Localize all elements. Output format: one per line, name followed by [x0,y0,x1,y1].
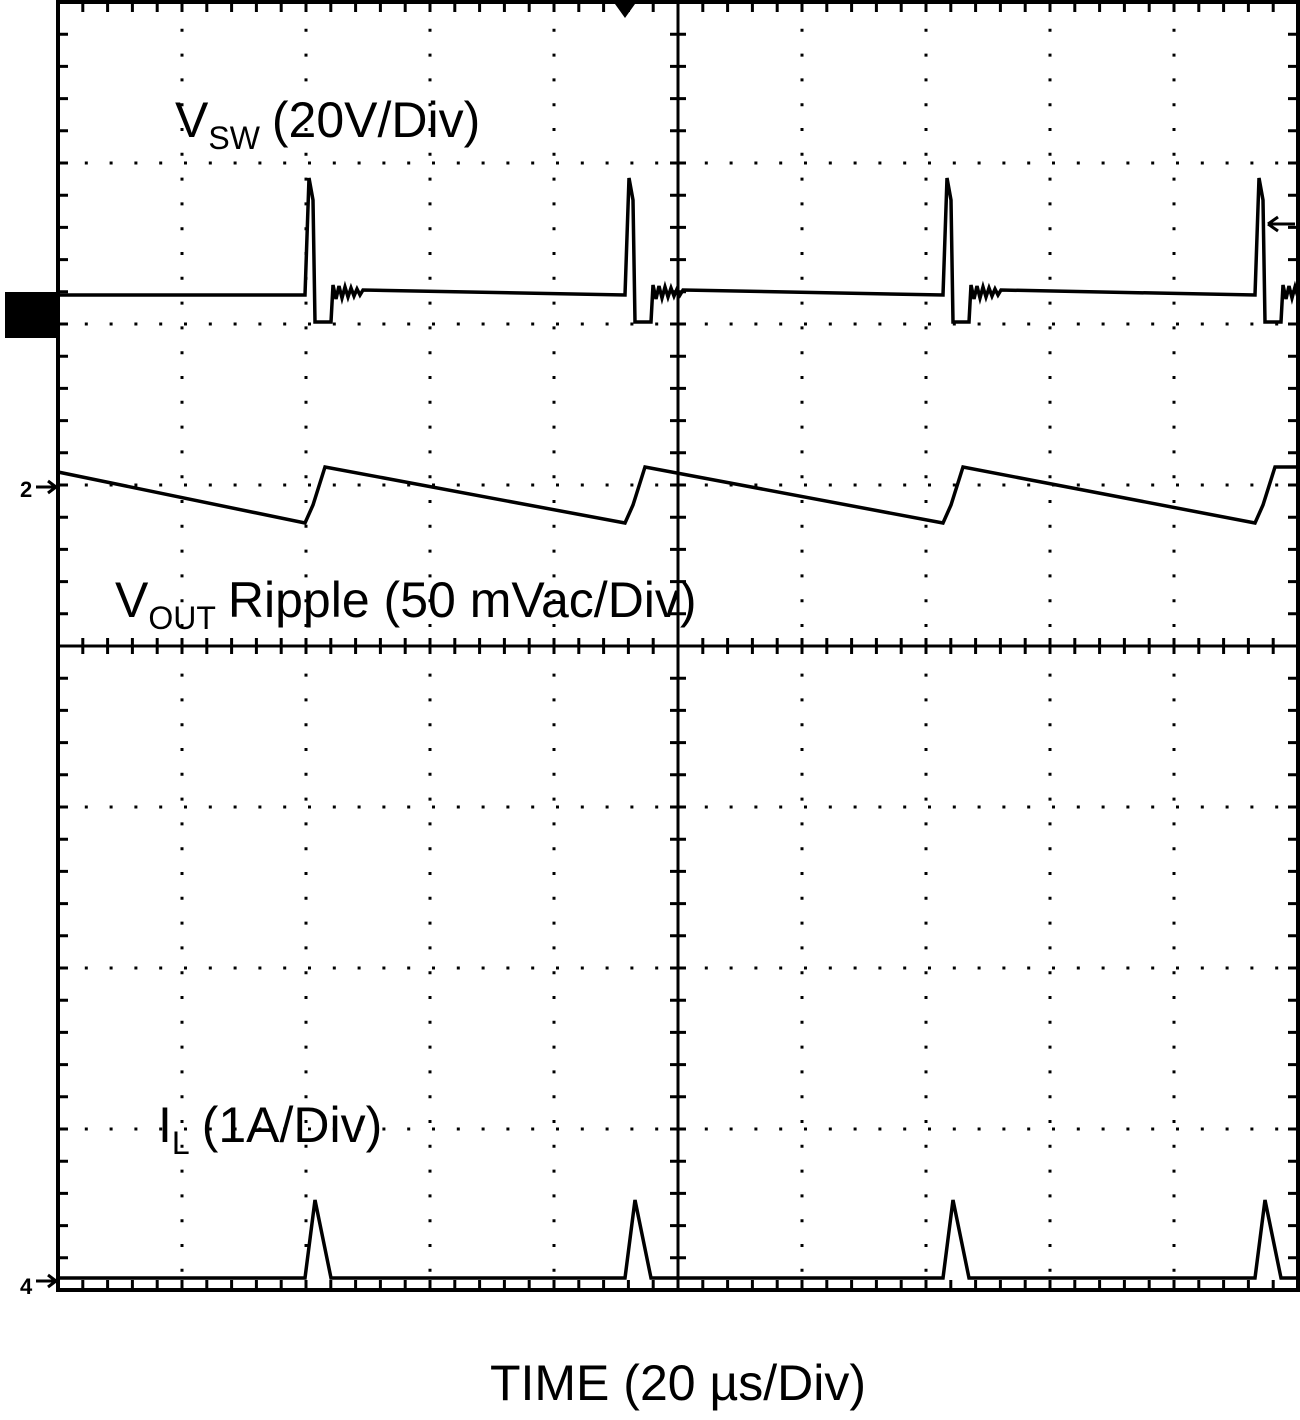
scale: (1A/Div) [202,1097,383,1153]
il-trace [58,1199,1298,1280]
trace-label: VSW (20V/Div) [175,92,480,156]
vsw-trace [58,177,1300,324]
channel-marker: 2 [20,477,32,502]
trigger-level [1267,215,1295,233]
channel-marker: 4 [20,1274,33,1299]
symbol: V [115,572,149,628]
trace-label: VOUT Ripple (50 mVac/Div) [115,572,697,636]
channel-1-marker [5,292,58,338]
waveforms [57,177,1300,1280]
trace-label: IL (1A/Div) [158,1097,382,1161]
subscript: SW [208,120,260,156]
scale: (20V/Div) [272,92,480,148]
vout-trace [57,464,1298,525]
symbol: V [175,92,209,148]
scale: Ripple (50 mVac/Div) [228,572,697,628]
subscript: OUT [148,600,216,636]
frame [56,0,1300,1292]
subscript: L [172,1125,190,1161]
minor-ticks [58,2,1298,1290]
time-label: TIME (20 µs/Div) [490,1355,866,1411]
symbol: I [158,1097,172,1153]
grid [58,2,1298,1290]
trigger-marker [615,4,635,18]
channel-arrow [36,479,59,1289]
